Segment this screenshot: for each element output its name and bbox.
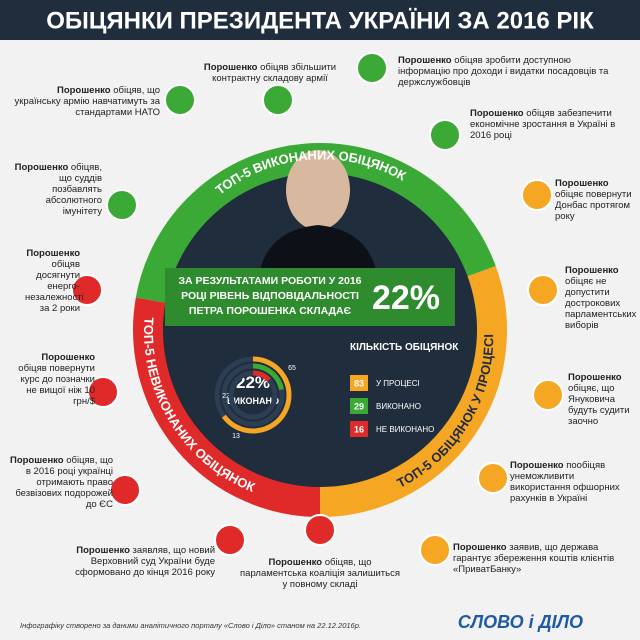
- promise-name: Порошенко: [470, 108, 524, 119]
- legend-box: [350, 375, 368, 391]
- promise-text: обіцяв, що українську армію навчатимуть …: [14, 85, 160, 118]
- legend-count: 29: [354, 402, 364, 412]
- footer-note: Інфографіку створено за даними аналітичн…: [20, 621, 361, 630]
- promise: Порошенко обіцяв, що в 2016 році українц…: [8, 455, 113, 510]
- promise-name: Порошенко: [10, 455, 64, 466]
- legend-count: 83: [354, 379, 364, 389]
- ring-arc: [319, 266, 507, 517]
- legend-label: У ПРОЦЕСІ: [376, 379, 420, 388]
- promise: Порошенко обіцяє не допустити дострокови…: [565, 265, 637, 331]
- promise-name: Порошенко: [41, 352, 95, 363]
- promise-name: Порошенко: [268, 557, 323, 568]
- donut-center-value: 22%: [236, 373, 270, 392]
- promise: Порошенко заявляв, що новий Верховний су…: [45, 545, 215, 578]
- legend-label: НЕ ВИКОНАНО: [376, 425, 434, 434]
- promise-name: Порошенко: [203, 62, 258, 73]
- promise: Порошенко обіцяв, що суддів позбавлять а…: [10, 162, 102, 217]
- promise-text: обіцяє не допустити дострокових парламен…: [565, 276, 637, 331]
- promise-name: Порошенко: [565, 265, 619, 276]
- promise-text: обіцяє повернути Донбас протягом року: [555, 189, 632, 222]
- promise-text: обіцяв, що парламентська коаліція залиши…: [240, 557, 400, 590]
- promise-name: Порошенко: [510, 460, 564, 471]
- promise: Порошенко обіцяв досягнути енерго-незале…: [25, 248, 84, 314]
- portrait-suit: [260, 225, 376, 270]
- promise: Порошенко обіцяв зробити доступною інфор…: [398, 55, 618, 88]
- promise-name: Порошенко: [26, 248, 80, 259]
- promise-icon: [164, 84, 196, 116]
- promise: Порошенко обіцяє повернути Донбас протяг…: [555, 178, 635, 222]
- title: ОБІЦЯНКИ ПРЕЗИДЕНТА УКРАЇНИ ЗА 2016 РІК: [46, 7, 594, 34]
- promise-text: заявляв, що новий Верховний суд України …: [75, 545, 215, 578]
- promise-icon: [419, 534, 451, 566]
- headline-box: [165, 268, 455, 326]
- promise-text: обіцяв досягнути енерго-незалежності за …: [25, 259, 84, 314]
- promise-icon: [106, 189, 138, 221]
- portrait-face: [286, 150, 350, 230]
- title-band: [0, 0, 640, 40]
- legend-count: 16: [354, 425, 364, 435]
- donut-arc: [252, 370, 271, 382]
- donut-arc: [221, 356, 292, 434]
- promise-icon: [429, 119, 461, 151]
- donut-center-label: ВИКОНАНО: [227, 396, 279, 406]
- promise-icon: [304, 514, 336, 546]
- promise-icon: [521, 179, 553, 211]
- promise-text: обіцяв збільшити контрактну складову арм…: [212, 62, 337, 84]
- promise-name: Порошенко: [453, 542, 507, 553]
- promise-text: обіцяв повернути курс до позначки не вищ…: [18, 363, 95, 407]
- promise-icon: [527, 274, 559, 306]
- promise-text: обіцяє, що Януковича будуть судити заочн…: [568, 383, 630, 427]
- legend-box: [350, 398, 368, 414]
- promise-name: Порошенко: [555, 178, 609, 189]
- promise: Порошенко обіцяв збільшити контрактну ск…: [195, 62, 345, 84]
- promise-text: обіцяв, що суддів позбавлять абсолютного…: [45, 162, 102, 217]
- legend-box: [350, 421, 368, 437]
- promise: Порошенко обіцяє, що Януковича будуть су…: [568, 372, 638, 427]
- promise-icon: [71, 274, 103, 306]
- promise-text: обіцяв забезпечити економічне зростання …: [470, 108, 616, 141]
- promise-text: заявив, що держава гарантує збереження к…: [453, 542, 615, 575]
- promise-icon: [109, 474, 141, 506]
- promise-icon: [87, 376, 119, 408]
- promise-name: Порошенко: [568, 372, 622, 383]
- promise: Порошенко пообіцяв унеможливити використ…: [510, 460, 630, 504]
- promise: Порошенко обіцяв повернути курс до позна…: [15, 352, 95, 407]
- ring-arc: [133, 297, 321, 517]
- headline-value: 22%: [372, 279, 440, 317]
- promise-icon: [356, 52, 388, 84]
- promise-name: Порошенко: [76, 545, 130, 556]
- promise-text: обіцяв зробити доступною інформацію про …: [398, 55, 609, 88]
- legend-title: КІЛЬКІСТЬ ОБІЦЯНОК: [350, 342, 459, 353]
- promise: Порошенко обіцяв забезпечити економічне …: [470, 108, 630, 141]
- legend-label: ВИКОНАНО: [376, 402, 421, 411]
- promise: Порошенко обіцяв, що українську армію на…: [10, 85, 160, 118]
- donut-percent: 22: [222, 393, 230, 400]
- promise-text: пообіцяв унеможливити використання офшор…: [510, 460, 620, 504]
- promise-icon: [532, 379, 564, 411]
- promise-text: обіцяв, що в 2016 році українці отримают…: [15, 455, 113, 510]
- promise-icon: [262, 84, 294, 116]
- donut-percent: 13: [232, 433, 240, 440]
- promise-name: Порошенко: [14, 162, 69, 173]
- donut-percent: 65: [288, 365, 296, 372]
- headline-text: ЗА РЕЗУЛЬТАТАМИ РОБОТИ У 2016 РОЦІ РІВЕН…: [178, 275, 362, 317]
- promise-name: Порошенко: [398, 55, 452, 66]
- promise: Порошенко заявив, що держава гарантує зб…: [453, 542, 633, 575]
- promise: Порошенко обіцяв, що парламентська коалі…: [240, 557, 400, 590]
- promise-icon: [477, 462, 509, 494]
- promise-icon: [214, 524, 246, 556]
- promise-name: Порошенко: [57, 85, 111, 96]
- inner-disk: [162, 172, 478, 488]
- donut-arc: [252, 363, 284, 391]
- logo: СЛОВО і ДІЛО: [458, 612, 583, 632]
